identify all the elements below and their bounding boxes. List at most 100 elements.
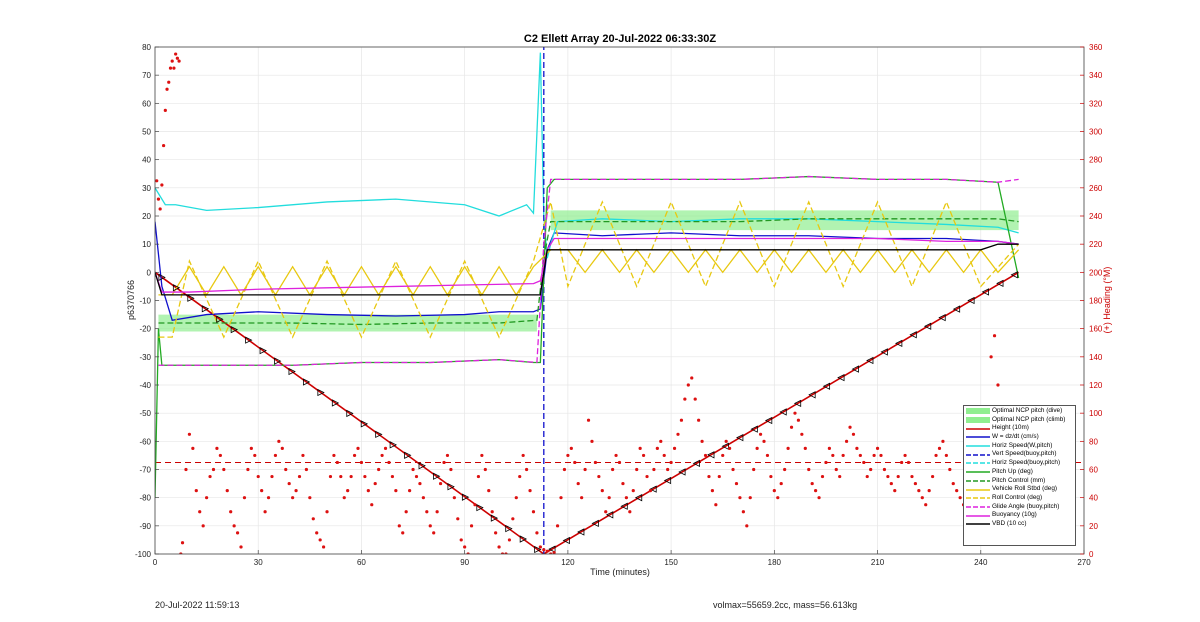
heading-point [401,531,405,535]
heading-point [920,496,924,500]
heading-point [363,474,367,479]
height-marker [230,326,239,334]
height-marker [981,288,989,296]
heading-point [683,397,687,401]
heading-point [225,489,229,493]
heading-point [607,496,611,500]
y-axis-left: -100-90-80-70-60-50-40-30-20-10010203040… [135,43,159,559]
heading-point [676,432,680,436]
height-marker [548,545,556,553]
heading-point [456,517,460,521]
heading-point [662,453,666,458]
heading-point [162,143,166,148]
legend-swatch [966,433,990,441]
height-marker [808,391,816,399]
heading-point [239,545,243,549]
y2-tick-label: 40 [1089,494,1098,503]
heading-point [487,489,491,493]
height-marker [245,336,253,344]
heading-point [872,453,876,458]
heading-point [542,548,546,552]
height-marker [605,511,614,519]
height-marker [490,514,499,522]
heading-point [848,425,852,429]
heading-point [449,467,453,472]
y-tick-label: -70 [139,466,151,475]
heading-point [425,510,429,514]
legend-swatch [966,486,990,494]
heading-point [249,446,253,450]
height-marker [317,388,325,397]
heading-point [889,481,893,486]
heading-point [927,489,931,493]
heading-point [934,453,938,458]
height-marker [274,357,282,365]
height-marker [736,434,744,442]
heading-point [941,439,945,443]
heading-point [370,503,374,507]
y-axis-label: p6370766 [126,280,136,320]
heading-point [359,460,364,465]
heading-point [910,474,914,479]
heading-point [421,496,425,500]
y-tick-label: -40 [139,381,151,390]
heading-point [672,446,677,450]
y-tick-label: -90 [139,522,151,531]
legend: Optimal NCP pitch (dive) Optimal NCP pitc… [963,405,1076,546]
heading-point [235,531,240,535]
legend-item: Optimal NCP pitch (climb) [966,416,1073,425]
heading-point [535,531,539,535]
y-axis-right: 0 20 40 60 80 100 120 140 160 180 200 220 240 260 280 3… [1080,43,1103,559]
y-tick-label: 10 [142,240,151,249]
heading-point [198,510,202,514]
heading-point [480,453,484,458]
heading-point [525,467,529,472]
y-tick-label: 40 [142,156,151,165]
heading-point [518,474,522,479]
heading-point [989,355,993,359]
heading-point [483,467,487,472]
legend-swatch [966,477,990,485]
heading-point [893,489,897,493]
height-marker [519,535,528,543]
y2-tick-label: 120 [1089,381,1103,390]
height-marker [909,331,917,339]
heading-point [473,503,477,507]
heading-point [328,474,333,479]
heading-point [172,66,176,70]
heading-point [301,453,305,458]
heading-point [931,474,935,479]
heading-point [576,481,580,486]
heading-point [352,453,357,458]
heading-point [762,439,766,443]
height-marker [360,420,369,428]
legend-item: Height (10m) [966,424,1073,433]
height-marker [678,468,686,476]
heading-point [752,467,756,472]
y-tick-label: -100 [135,550,152,559]
heading-point [511,517,515,521]
height-marker [187,294,195,302]
heading-point [211,467,216,472]
legend-label: W = dz/dt (cm/s) [992,433,1039,441]
legend-label: Buoyancy (10g) [992,511,1037,519]
heading-point [886,474,890,479]
height-marker [201,305,210,313]
height-marker [793,399,802,408]
heading-point [765,453,770,458]
heading-point [366,489,370,493]
y-tick-label: 0 [147,268,152,277]
height-marker [562,536,570,545]
legend-item: Pitch Up (deg) [966,468,1073,477]
y-tick-label: -20 [139,325,151,334]
heading-point [260,489,264,493]
heading-point [205,496,209,500]
height-marker [866,356,874,365]
y2-tick-label: 340 [1089,71,1103,80]
legend-label: Vert Speed(buoy,pitch) [992,450,1057,458]
heading-point [432,531,436,535]
heading-point [906,460,911,465]
heading-point [287,481,291,486]
heading-point [844,439,849,443]
heading-point [580,496,584,500]
